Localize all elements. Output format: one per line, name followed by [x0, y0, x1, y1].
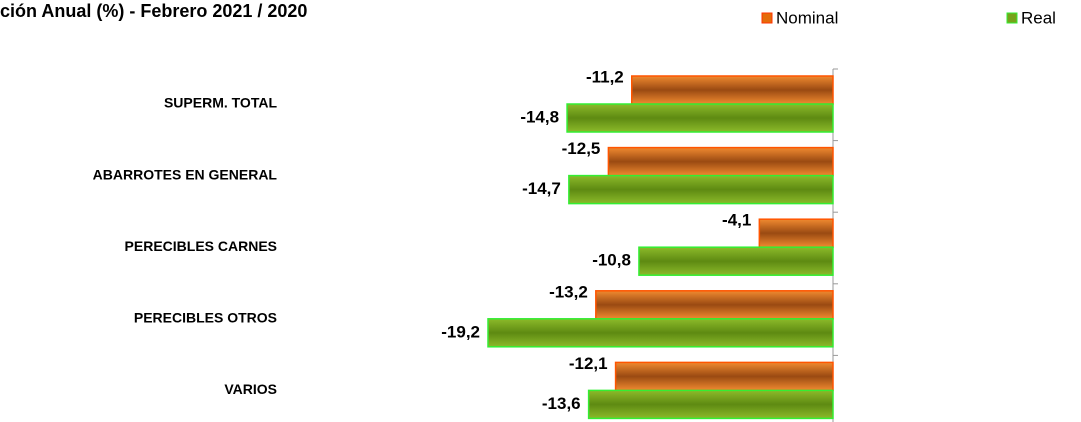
value-label: -14,8 — [520, 107, 559, 126]
category-label: PERECIBLES CARNES — [125, 238, 277, 254]
value-label: -12,1 — [569, 354, 608, 373]
bar — [638, 246, 834, 276]
value-label: -14,7 — [522, 179, 561, 198]
legend-swatch — [761, 12, 773, 24]
bar — [614, 361, 834, 392]
bar — [568, 174, 834, 205]
category-label: VARIOS — [224, 381, 277, 397]
value-label: -12,5 — [562, 139, 601, 158]
category-label: SUPERM. TOTAL — [164, 95, 277, 111]
value-label: -19,2 — [441, 322, 480, 341]
value-label: -11,2 — [586, 67, 624, 86]
legend-label: Real — [1021, 8, 1056, 27]
category-label: ABARROTES EN GENERAL — [93, 166, 278, 182]
bar — [758, 218, 834, 248]
bar — [487, 318, 834, 348]
legend-swatch — [1006, 12, 1018, 24]
legend-label: Nominal — [776, 8, 838, 27]
bar — [631, 75, 834, 105]
value-label: -10,8 — [592, 251, 631, 270]
category-label: PERECIBLES OTROS — [134, 310, 277, 326]
bar — [607, 146, 834, 177]
value-label: -4,1 — [722, 211, 751, 230]
value-label: -13,6 — [542, 394, 581, 413]
bar — [595, 290, 834, 320]
chart-title: ción Anual (%) - Febrero 2021 / 2020 — [0, 1, 307, 21]
bar — [566, 103, 834, 133]
bar — [587, 389, 834, 420]
value-label: -13,2 — [549, 282, 588, 301]
